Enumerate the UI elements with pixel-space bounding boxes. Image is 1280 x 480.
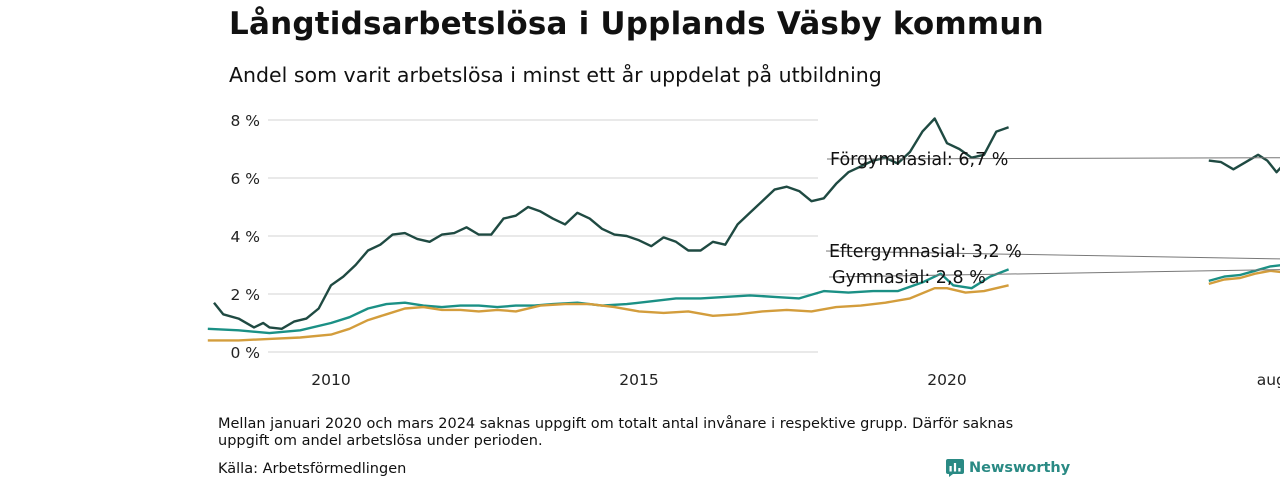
end-label-förgymnasial: Förgymnasial: 6,7 %	[830, 150, 1008, 170]
x-tick-label: 2010	[311, 371, 350, 389]
newsworthy-logo-icon	[946, 459, 964, 477]
y-tick-label: 0 %	[230, 344, 260, 362]
x-tick-label: aug 2025	[1257, 371, 1280, 389]
series-lines	[207, 117, 1280, 342]
y-tick-label: 8 %	[230, 112, 260, 130]
y-tick-label: 6 %	[230, 170, 260, 188]
line-chart: 0 % 2 % 4 % 6 % 8 % 2010 2015 2020 aug 2025 För…	[207, 112, 1280, 389]
series-end-labels: Förgymnasial: 6,7 % Eftergymnasial: 3,2 %…	[825, 150, 1280, 288]
source-text: Källa: Arbetsförmedlingen	[218, 461, 407, 477]
end-label-leader	[825, 250, 1280, 260]
end-label-leader	[828, 269, 1280, 278]
brand-logo[interactable]: Newsworthy	[946, 459, 1070, 477]
y-tick-label: 2 %	[230, 286, 260, 304]
series-line-gymnasial-0	[207, 284, 1009, 342]
x-tick-label: 2020	[927, 371, 966, 389]
x-axis: 2010 2015 2020 aug 2025	[311, 371, 1280, 389]
brand-label: Newsworthy	[969, 460, 1071, 476]
gridlines	[268, 119, 818, 353]
series-line-förgymnasial-1	[1208, 153, 1280, 174]
end-label-leader	[826, 157, 1280, 160]
end-label-gymnasial: Gymnasial: 2,8 %	[832, 268, 986, 288]
series-line-gymnasial-1	[1208, 269, 1280, 286]
y-tick-label: 4 %	[230, 228, 260, 246]
series-line-förgymnasial-0	[213, 117, 1009, 330]
chart-subtitle: Andel som varit arbetslösa i minst ett å…	[229, 63, 882, 87]
chart-title: Långtidsarbetslösa i Upplands Väsby komm…	[229, 6, 1044, 42]
y-axis: 0 % 2 % 4 % 6 % 8 %	[230, 112, 260, 362]
footnote: Mellan januari 2020 och mars 2024 saknas…	[218, 416, 1014, 449]
x-tick-label: 2015	[619, 371, 658, 389]
series-line-eftergymnasial-1	[1208, 264, 1280, 283]
end-label-eftergymnasial: Eftergymnasial: 3,2 %	[829, 242, 1022, 262]
